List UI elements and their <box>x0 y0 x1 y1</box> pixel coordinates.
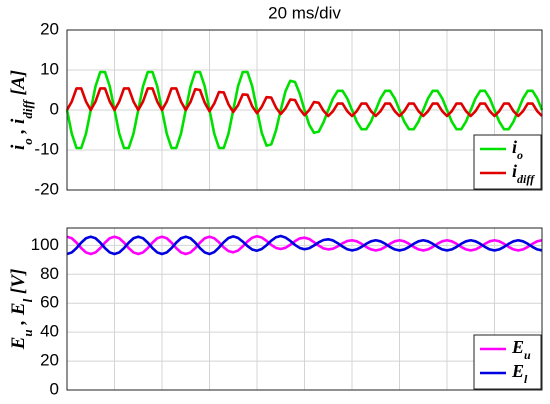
legend-box <box>473 334 542 390</box>
y-tick-label: 80 <box>40 264 59 283</box>
y-tick-label: -10 <box>34 139 59 158</box>
y-axis-label-subscript: o <box>20 138 35 145</box>
y-axis-label-subscript: l <box>20 298 35 302</box>
y-axis-label-part: [V] <box>8 269 29 299</box>
series-line <box>65 87 543 118</box>
legend-box <box>473 134 542 190</box>
legend-subscript: diff <box>517 172 535 186</box>
legend-subscript: l <box>524 372 528 386</box>
y-tick-label: 10 <box>40 59 59 78</box>
legend-subscript: u <box>524 348 531 362</box>
legend-label: Eu <box>511 337 531 362</box>
legend-label: El <box>511 361 528 386</box>
plot-frame <box>66 227 543 391</box>
y-tick-label: 20 <box>40 19 59 38</box>
y-axis-label: Eu , El [V] <box>8 269 35 351</box>
y-axis-label: io , idiff [A] <box>8 70 35 150</box>
series-line <box>65 70 544 150</box>
y-axis-label-subscript: u <box>20 329 35 336</box>
series-line <box>66 234 543 256</box>
legend-name: E <box>511 337 524 357</box>
y-tick-label: 60 <box>40 293 59 312</box>
y-tick-label: -20 <box>34 179 59 198</box>
series-line <box>66 234 543 256</box>
y-axis-label-subscript: diff <box>20 98 35 118</box>
chart-title: 20 ms/div <box>268 3 341 22</box>
y-axis-label-part: [A] <box>8 70 29 100</box>
y-axis-label-part: i <box>8 144 29 150</box>
legend-name: i <box>512 137 517 157</box>
y-axis-label-part: , E <box>8 302 29 329</box>
y-axis-label-part: , i <box>8 118 29 138</box>
legend-label: idiff <box>512 161 535 186</box>
legend-label: io <box>512 137 523 162</box>
plot-frame <box>66 29 543 191</box>
y-tick-label: 0 <box>50 379 59 398</box>
y-axis-label-part: E <box>8 337 29 351</box>
y-tick-label: 100 <box>31 235 59 254</box>
y-tick-label: 20 <box>40 351 59 370</box>
y-tick-label: 40 <box>40 322 59 341</box>
legend-subscript: o <box>517 148 523 162</box>
y-tick-label: 0 <box>50 99 59 118</box>
legend-name: E <box>511 361 524 381</box>
legend-name: i <box>512 161 517 181</box>
